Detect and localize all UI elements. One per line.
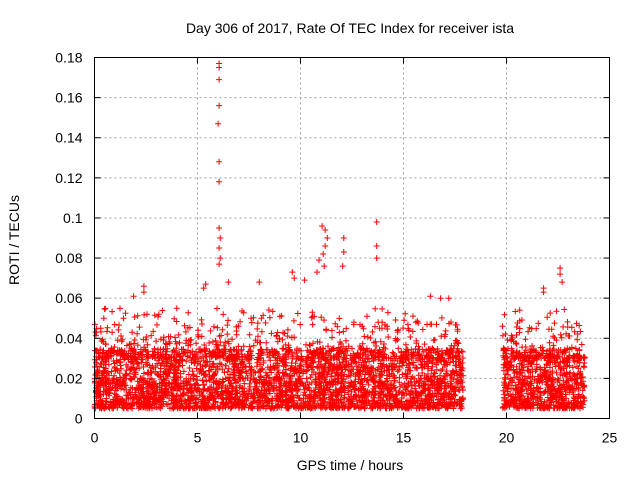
y-tick-label: 0.14	[55, 130, 82, 146]
roti-scatter-markers	[91, 60, 588, 412]
y-tick-label: 0.06	[55, 290, 82, 306]
axes	[94, 57, 610, 419]
x-axis-ticks: 0 5 10 15 20 25	[91, 57, 618, 446]
y-tick-label: 0.1	[63, 210, 83, 226]
y-tick-label: 0	[75, 411, 83, 427]
y-tick-label: 0.08	[55, 250, 82, 266]
x-tick-label: 15	[396, 430, 412, 446]
y-axis-label: ROTI / TECUs	[6, 195, 22, 285]
x-tick-label: 5	[194, 430, 202, 446]
chart-title: Day 306 of 2017, Rate Of TEC Index for r…	[186, 20, 514, 36]
y-tick-label: 0.04	[55, 330, 82, 346]
data-points	[91, 60, 588, 412]
y-tick-label: 0.12	[55, 170, 82, 186]
y-axis-ticks: 0 0.02 0.04 0.06 0.08 0.1 0.12 0.14 0.16 0.18	[55, 50, 610, 427]
x-axis-label: GPS time / hours	[297, 457, 404, 473]
y-tick-label: 0.16	[55, 90, 82, 106]
y-tick-label: 0.02	[55, 370, 82, 386]
x-tick-label: 0	[91, 430, 99, 446]
x-tick-label: 10	[293, 430, 309, 446]
x-tick-label: 20	[499, 430, 515, 446]
y-tick-label: 0.18	[55, 50, 82, 66]
plot-frame	[94, 57, 610, 419]
x-tick-label: 25	[602, 430, 618, 446]
